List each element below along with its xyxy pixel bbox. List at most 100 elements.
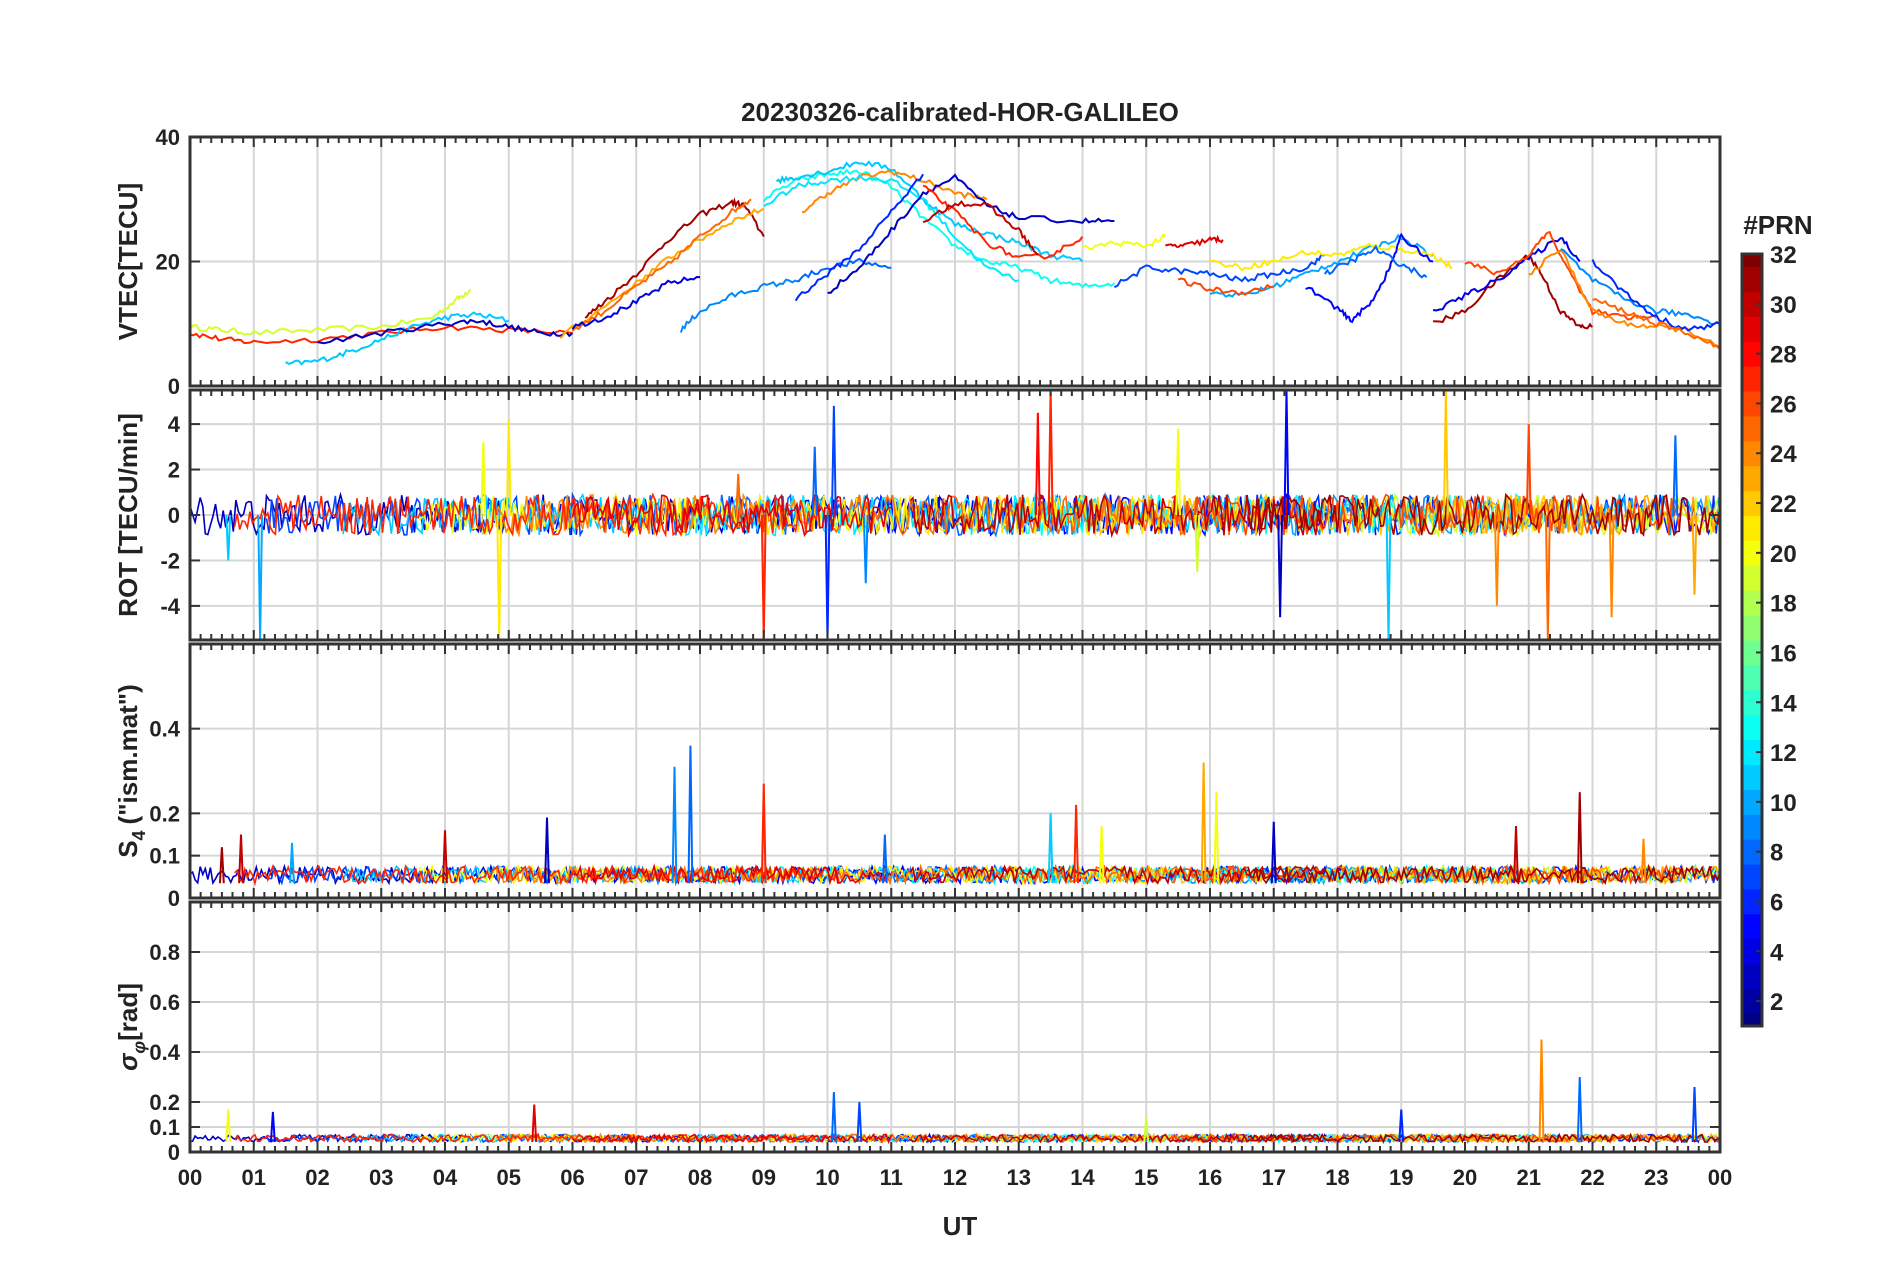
- spike-prn-27: [1047, 390, 1054, 516]
- spike-prn-26: [1525, 424, 1532, 516]
- spike-prn-25: [735, 474, 742, 516]
- vtec-series-prn-6: [1591, 259, 1720, 332]
- colorbar-swatch: [1742, 938, 1762, 965]
- x-tick-label: 06: [560, 1165, 584, 1190]
- panel-s4: 0 0.1 0.2 0.4S4("ism.mat"): [113, 642, 1722, 911]
- x-tick-label: 05: [497, 1165, 521, 1190]
- vtec-series-prn-27: [922, 184, 1084, 260]
- vtec-series-prn-11: [285, 311, 510, 366]
- spike-prn-21: [505, 419, 512, 516]
- spike-prn-20: [1175, 428, 1182, 516]
- y-axis-label: σφ[rad]: [113, 983, 149, 1071]
- noise-trace-prn-30: [909, 493, 1325, 539]
- colorbar-swatch: [1742, 1013, 1762, 1027]
- colorbar-swatch: [1742, 913, 1762, 940]
- colorbar-swatch: [1742, 839, 1762, 865]
- spike-prn-24: [1538, 1039, 1545, 1143]
- y-tick-label: 0.2: [149, 801, 180, 826]
- colorbar-swatch: [1742, 640, 1762, 666]
- spike-prn-11: [1385, 514, 1392, 640]
- vtec-series-prn-8: [795, 257, 892, 283]
- spike-prn-27: [1073, 804, 1080, 884]
- noise-trace-prn-31: [1247, 1132, 1720, 1145]
- colorbar-swatch: [1742, 254, 1762, 267]
- x-tick-label: 23: [1644, 1165, 1668, 1190]
- vtec-series-prn-11: [775, 160, 1084, 263]
- colorbar-tick-label: 32: [1770, 242, 1797, 269]
- vtec-series-prn-31: [1433, 254, 1593, 330]
- spike-prn-29: [531, 1104, 538, 1143]
- colorbar-swatch: [1742, 291, 1762, 317]
- vtec-series-prn-4: [1432, 237, 1581, 312]
- plot-area-s4: [190, 745, 1720, 887]
- colorbar-tick-label: 30: [1770, 292, 1797, 319]
- y-tick-label: 0: [168, 374, 180, 399]
- spike-prn-24: [1640, 838, 1647, 884]
- spike-prn-8: [1576, 1076, 1583, 1143]
- spike-prn-22: [1442, 390, 1449, 516]
- vtec-series-prn-23: [559, 207, 765, 339]
- colorbar-tick-label: 10: [1770, 790, 1797, 817]
- x-tick-label: 21: [1517, 1165, 1541, 1190]
- x-tick-label: 02: [305, 1165, 329, 1190]
- colorbar-tick-label: 6: [1770, 889, 1783, 916]
- noise-trace-prn-29: [571, 1132, 892, 1145]
- y-tick-label: 4: [168, 412, 181, 437]
- noise-trace-prn-25: [833, 1132, 1248, 1144]
- colorbar-frame: [1740, 252, 1764, 1028]
- x-tick-label: 00: [1708, 1165, 1732, 1190]
- y-tick-label: 2: [168, 458, 180, 483]
- chart-title: 20230326-calibrated-HOR-GALILEO: [741, 97, 1179, 127]
- panel-sigma_phi: 00.10.2 0.4 0.6 0.8σφ[rad]: [113, 900, 1722, 1165]
- vtec-series-prn-3: [317, 318, 574, 345]
- vtec-series-prn-7: [1113, 254, 1325, 289]
- spike-prn-24: [1493, 514, 1500, 606]
- vtec-series-prn-27: [190, 324, 573, 345]
- vtec-series-prn-3: [827, 173, 1115, 294]
- colorbar-swatch: [1742, 889, 1762, 915]
- x-tick-label: 07: [624, 1165, 648, 1190]
- spike-prn-23: [1691, 514, 1698, 595]
- vtec-series-prn-30: [922, 199, 1039, 256]
- vtec-series-prn-26: [1177, 277, 1275, 297]
- x-tick-label: 15: [1134, 1165, 1158, 1190]
- spike-prn-20: [480, 442, 487, 516]
- spike-prn-31: [218, 847, 225, 884]
- x-tick-label: 01: [242, 1165, 266, 1190]
- y-tick-label: 0: [168, 1140, 180, 1165]
- colorbar-swatch: [1742, 664, 1762, 691]
- colorbar-tick-label: 20: [1770, 541, 1797, 568]
- spike-prn-30: [238, 834, 244, 884]
- spike-prn-7: [1691, 1086, 1698, 1143]
- spike-prn-20: [225, 1109, 232, 1143]
- vtec-series-prn-12: [763, 173, 1020, 283]
- noise-trace-prn-27: [234, 863, 840, 887]
- spike-prn-10: [289, 842, 295, 884]
- y-axis-label: ROT [TECU/min]: [113, 413, 143, 617]
- colorbar-tick-label: 22: [1770, 491, 1797, 518]
- y-tick-label: 0.2: [149, 1090, 180, 1115]
- vtec-series-prn-31: [584, 197, 765, 319]
- x-tick-label: 14: [1070, 1165, 1095, 1190]
- spike-prn-24: [1608, 514, 1615, 618]
- spike-prn-5: [1283, 390, 1290, 516]
- x-tick-label: 10: [815, 1165, 839, 1190]
- colorbar-tick-label: 28: [1770, 342, 1797, 369]
- colorbar-swatch: [1742, 814, 1762, 840]
- colorbar-swatch: [1742, 415, 1762, 442]
- spike-prn-11: [225, 514, 232, 561]
- spike-prn-27: [760, 783, 767, 884]
- spike-prn-31: [1576, 792, 1583, 884]
- y-tick-label: 0.4: [149, 717, 180, 742]
- y-tick-label: 0: [168, 503, 180, 528]
- plot-area-vtec: [190, 160, 1720, 366]
- colorbar-swatch: [1742, 540, 1762, 566]
- spike-prn-5: [269, 1111, 276, 1143]
- noise-trace-prn-29: [571, 493, 892, 539]
- spike-prn-8: [881, 834, 888, 884]
- vtec-series-prn-25: [571, 198, 752, 332]
- colorbar-swatch: [1742, 465, 1762, 492]
- spike-prn-25: [1544, 514, 1551, 640]
- colorbar-swatch: [1742, 764, 1762, 790]
